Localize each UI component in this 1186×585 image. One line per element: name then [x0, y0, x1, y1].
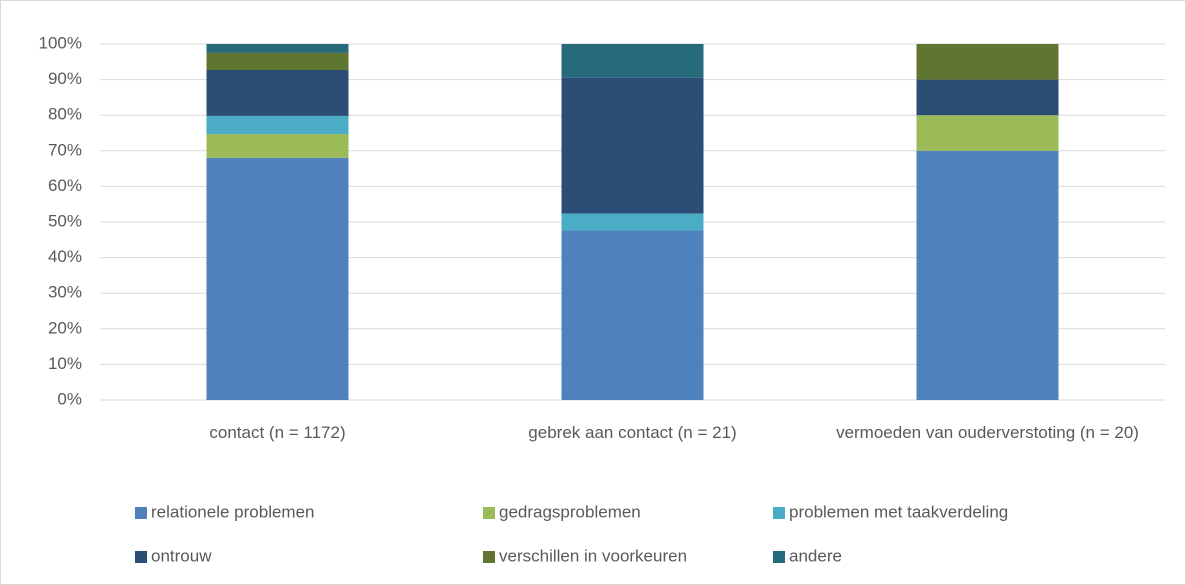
y-tick-label: 20%: [48, 318, 82, 337]
legend-label: andere: [789, 546, 842, 565]
legend-label: relationele problemen: [151, 502, 315, 521]
bar-segment: [561, 230, 704, 400]
bar-segment: [206, 44, 349, 53]
legend-label: verschillen in voorkeuren: [499, 546, 687, 565]
bar-segment: [561, 213, 704, 231]
bar-segment: [206, 115, 349, 135]
legend-swatch: [483, 551, 495, 563]
bar-segment: [561, 44, 704, 78]
y-tick-label: 30%: [48, 283, 82, 302]
bar-segment: [206, 52, 349, 70]
legend-swatch: [135, 507, 147, 519]
y-tick-label: 40%: [48, 247, 82, 266]
legend-swatch: [773, 507, 785, 519]
bar-segment: [561, 77, 704, 214]
legend-label: problemen met taakverdeling: [789, 502, 1008, 521]
y-tick-label: 60%: [48, 176, 82, 195]
legend-label: ontrouw: [151, 546, 212, 565]
legend-swatch: [483, 507, 495, 519]
bar-segment: [916, 79, 1059, 116]
bar-segment: [206, 69, 349, 116]
legend-swatch: [773, 551, 785, 563]
x-tick-label: vermoeden van ouderverstoting (n = 20): [836, 423, 1139, 442]
y-tick-label: 0%: [57, 389, 82, 408]
y-tick-label: 100%: [39, 33, 82, 52]
legend-swatch: [135, 551, 147, 563]
bar-segment: [916, 115, 1059, 151]
y-tick-label: 80%: [48, 105, 82, 124]
bar-segment: [206, 134, 349, 158]
y-tick-label: 50%: [48, 211, 82, 230]
bar-segment: [206, 157, 349, 400]
y-tick-label: 90%: [48, 69, 82, 88]
y-tick-label: 70%: [48, 140, 82, 159]
x-tick-label: gebrek aan contact (n = 21): [528, 423, 737, 442]
legend-label: gedragsproblemen: [499, 502, 641, 521]
bar-segment: [916, 44, 1059, 80]
x-tick-label: contact (n = 1172): [209, 423, 346, 442]
bar-segment: [916, 150, 1059, 400]
y-tick-label: 10%: [48, 354, 82, 373]
